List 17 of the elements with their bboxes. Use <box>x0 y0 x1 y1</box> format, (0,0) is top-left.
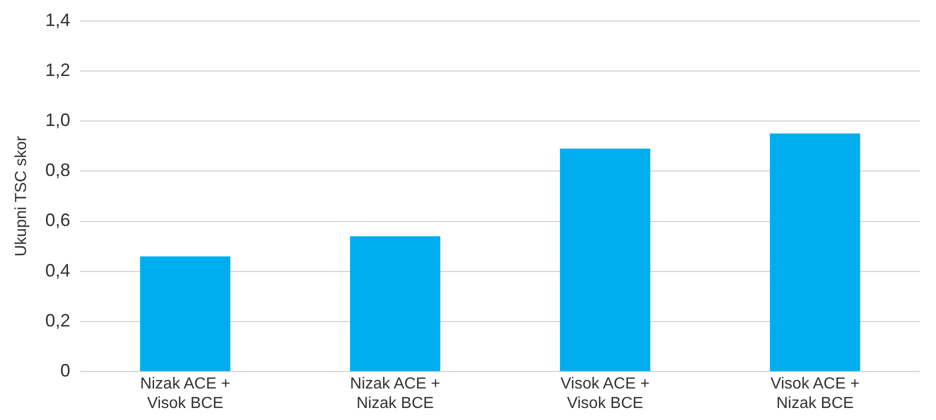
x-tick-label: Visok ACE + Nizak BCE <box>770 376 860 412</box>
y-tick-label: 0,8 <box>45 160 70 180</box>
y-tick-label: 0,4 <box>45 260 70 280</box>
y-tick-label: 1,4 <box>45 10 70 30</box>
bar <box>770 134 860 372</box>
y-tick-label: 0,6 <box>45 210 70 230</box>
y-axis-title: Ukupni TSC skor <box>13 135 30 257</box>
y-tick-label: 1,2 <box>45 60 70 80</box>
bar <box>140 256 230 372</box>
x-tick-label: Nizak ACE + Visok BCE <box>140 376 230 412</box>
y-tick-label: 0,2 <box>45 310 70 330</box>
x-tick-label: Visok ACE + Visok BCE <box>560 376 650 412</box>
y-tick-label: 1,0 <box>45 110 70 130</box>
bar <box>560 148 650 372</box>
y-tick-label: 0 <box>60 360 70 381</box>
bar <box>350 236 440 372</box>
x-tick-label: Nizak ACE + Nizak BCE <box>350 376 440 412</box>
